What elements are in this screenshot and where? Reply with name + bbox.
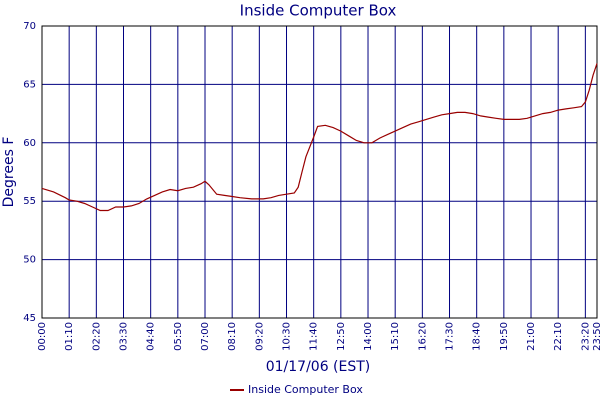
legend-label: Inside Computer Box bbox=[248, 383, 363, 396]
y-tick-label: 55 bbox=[23, 196, 36, 207]
x-tick-label: 17:30 bbox=[445, 322, 456, 351]
x-tick-label: 08:10 bbox=[227, 322, 238, 351]
x-tick-label: 21:00 bbox=[526, 322, 537, 351]
x-tick-label: 23:20 bbox=[580, 322, 591, 351]
x-tick-label: 00:00 bbox=[37, 322, 48, 351]
x-tick-label: 05:50 bbox=[173, 322, 184, 351]
x-tick-label: 10:30 bbox=[282, 322, 293, 351]
chart-title: Inside Computer Box bbox=[240, 2, 397, 20]
x-tick-label: 04:40 bbox=[146, 322, 157, 351]
x-tick-label: 19:50 bbox=[499, 322, 510, 351]
x-tick-label: 22:10 bbox=[553, 322, 564, 351]
y-tick-label: 50 bbox=[23, 255, 36, 266]
data-line bbox=[41, 63, 598, 212]
x-tick-label: 16:20 bbox=[417, 322, 428, 351]
plot-border bbox=[41, 25, 598, 319]
x-tick-label: 09:20 bbox=[254, 322, 265, 351]
x-tick-label: 07:00 bbox=[200, 322, 211, 351]
x-tick-label: 15:10 bbox=[390, 322, 401, 351]
x-tick-label: 11:40 bbox=[309, 322, 320, 351]
x-axis-label: 01/17/06 (EST) bbox=[266, 359, 371, 375]
y-axis-label: Degrees F bbox=[1, 137, 17, 208]
x-tick-label: 18:40 bbox=[472, 322, 483, 351]
y-tick-label: 65 bbox=[23, 79, 36, 90]
y-tick-label: 60 bbox=[23, 138, 36, 149]
x-tick-label: 01:10 bbox=[64, 322, 75, 351]
x-tick-label: 23:50 bbox=[592, 322, 600, 351]
y-tick-label: 70 bbox=[23, 21, 36, 32]
x-tick-label: 14:00 bbox=[363, 322, 374, 351]
x-tick-label: 03:30 bbox=[119, 322, 130, 351]
x-tick-label: 12:50 bbox=[336, 322, 347, 351]
y-tick-label: 45 bbox=[23, 313, 36, 324]
x-tick-label: 02:20 bbox=[91, 322, 102, 351]
plot-area bbox=[41, 25, 598, 319]
